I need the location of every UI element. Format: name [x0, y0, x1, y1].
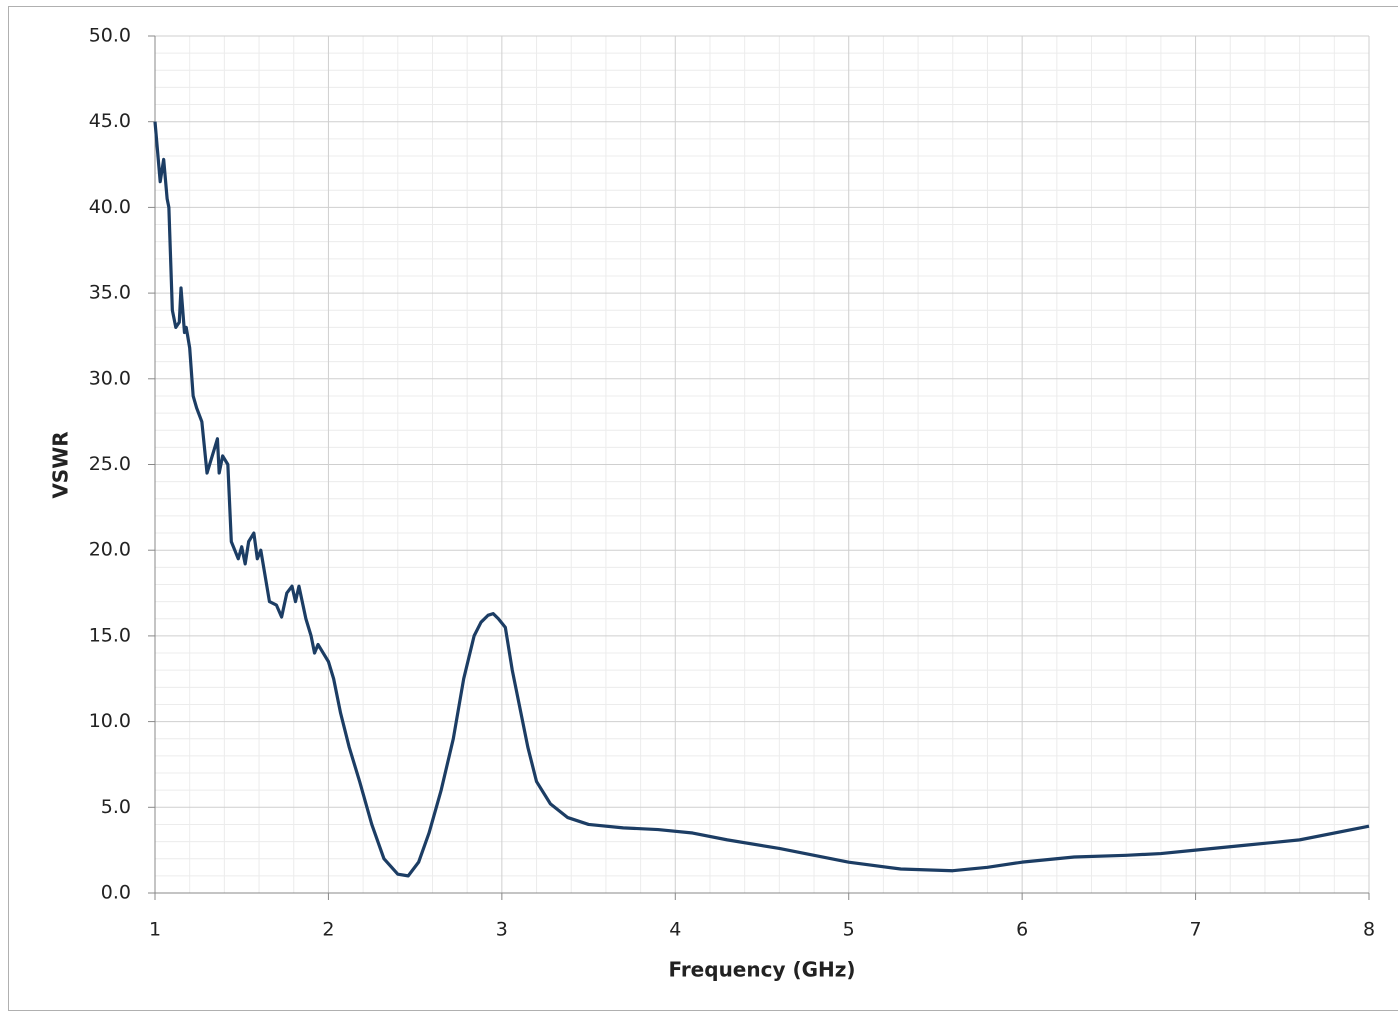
- x-tick-label: 4: [669, 919, 681, 941]
- y-tick-label: 10.0: [89, 710, 131, 732]
- x-tick-label: 3: [496, 919, 508, 941]
- y-tick-label: 40.0: [89, 196, 131, 218]
- x-tick-label: 1: [149, 919, 161, 941]
- x-tick-label: 7: [1190, 919, 1202, 941]
- x-tick-label: 6: [1016, 919, 1028, 941]
- x-axis-title: Frequency (GHz): [668, 958, 855, 982]
- y-tick-label: 50.0: [89, 25, 131, 47]
- y-tick-label: 5.0: [101, 796, 131, 818]
- y-tick-label: 25.0: [89, 453, 131, 475]
- y-axis-title: VSWR: [49, 431, 73, 498]
- y-tick-label: 30.0: [89, 367, 131, 389]
- x-tick-label: 8: [1363, 919, 1375, 941]
- y-tick-label: 20.0: [89, 539, 131, 561]
- data-line: [153, 121, 1370, 878]
- x-tick-label: 5: [843, 919, 855, 941]
- chart-frame: [8, 6, 1398, 1011]
- y-tick-label: 45.0: [89, 110, 131, 132]
- y-tick-label: 35.0: [89, 282, 131, 304]
- y-tick-label: 0.0: [101, 882, 131, 904]
- x-tick-label: 2: [322, 919, 334, 941]
- y-tick-label: 15.0: [89, 624, 131, 646]
